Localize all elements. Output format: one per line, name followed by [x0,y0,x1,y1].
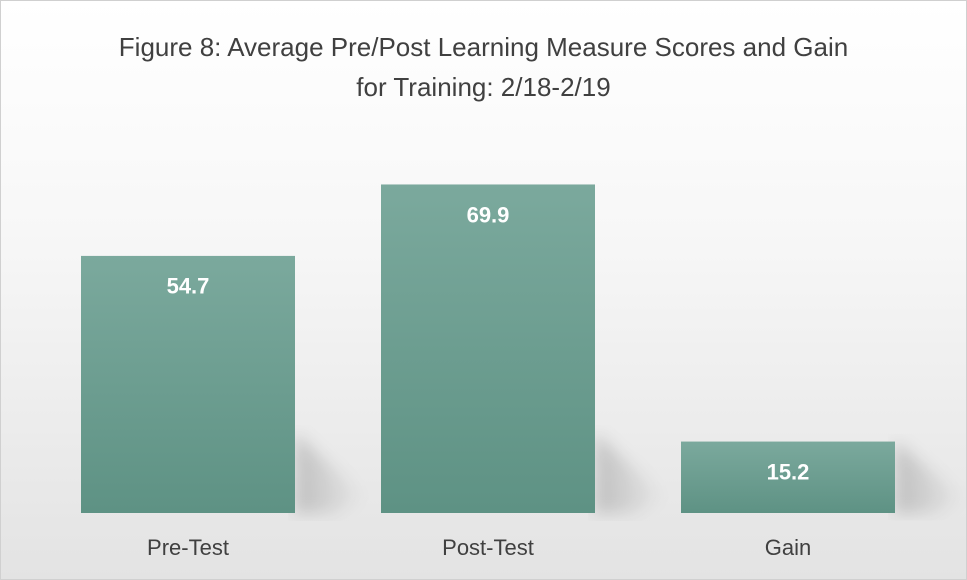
x-tick-label: Post-Test [442,535,534,560]
bar-shadow [595,433,665,513]
x-tick-label: Pre-Test [147,535,229,560]
bar [81,255,295,513]
x-tick-label: Gain [765,535,811,560]
bar-shadow [295,433,365,513]
bar-shadow [895,441,965,513]
chart-title: Figure 8: Average Pre/Post Learning Meas… [118,32,849,102]
data-label: 54.7 [167,274,210,299]
bar [681,441,895,513]
bar [381,184,595,513]
data-label: 15.2 [767,459,810,484]
data-label: 69.9 [467,202,510,227]
